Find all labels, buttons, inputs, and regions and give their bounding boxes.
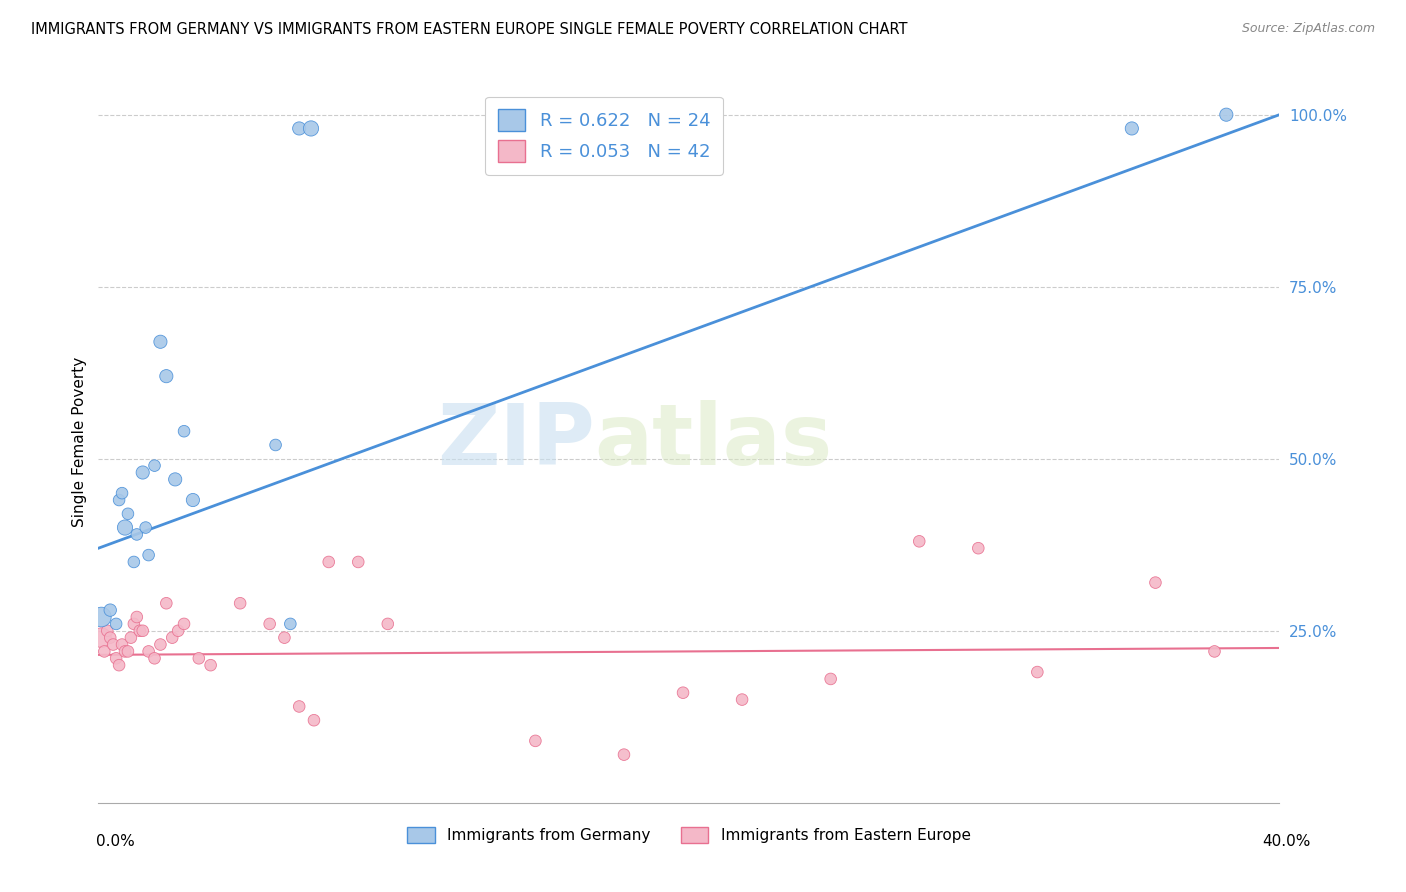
Point	[117, 644, 139, 658]
Point	[820, 672, 842, 686]
Point	[90, 631, 112, 645]
Point	[108, 493, 131, 508]
Point	[125, 610, 148, 624]
Text: Source: ZipAtlas.com: Source: ZipAtlas.com	[1241, 22, 1375, 36]
Legend: R = 0.622   N = 24, R = 0.053   N = 42: R = 0.622 N = 24, R = 0.053 N = 42	[485, 96, 723, 175]
Point	[299, 121, 322, 136]
Point	[229, 596, 252, 610]
Point	[302, 713, 325, 727]
Point	[105, 651, 128, 665]
Text: ZIP: ZIP	[437, 400, 595, 483]
Text: atlas: atlas	[595, 400, 832, 483]
Point	[259, 616, 281, 631]
Point	[967, 541, 990, 556]
Point	[524, 734, 547, 748]
Point	[187, 651, 209, 665]
Point	[318, 555, 340, 569]
Point	[1215, 108, 1237, 122]
Point	[143, 458, 166, 473]
Point	[613, 747, 636, 762]
Y-axis label: Single Female Poverty: Single Female Poverty	[72, 357, 87, 526]
Point	[280, 616, 302, 631]
Point	[96, 624, 118, 638]
Point	[1121, 121, 1143, 136]
Point	[731, 692, 754, 706]
Point	[155, 596, 177, 610]
Point	[125, 527, 148, 541]
Point	[122, 555, 145, 569]
Point	[138, 644, 160, 658]
Point	[103, 638, 125, 652]
Text: IMMIGRANTS FROM GERMANY VS IMMIGRANTS FROM EASTERN EUROPE SINGLE FEMALE POVERTY : IMMIGRANTS FROM GERMANY VS IMMIGRANTS FR…	[31, 22, 907, 37]
Point	[143, 651, 166, 665]
Point	[111, 638, 134, 652]
Point	[122, 616, 145, 631]
Point	[347, 555, 370, 569]
Point	[117, 507, 139, 521]
Point	[155, 369, 177, 384]
Point	[132, 624, 155, 638]
Point	[149, 638, 172, 652]
Point	[1144, 575, 1167, 590]
Point	[111, 486, 134, 500]
Point	[377, 616, 399, 631]
Point	[288, 699, 311, 714]
Point	[90, 610, 112, 624]
Point	[114, 644, 136, 658]
Point	[162, 631, 183, 645]
Point	[288, 121, 311, 136]
Point	[200, 658, 222, 673]
Point	[98, 603, 121, 617]
Point	[273, 631, 295, 645]
Text: 0.0%: 0.0%	[96, 834, 135, 848]
Point	[173, 424, 195, 438]
Point	[98, 631, 121, 645]
Point	[1204, 644, 1226, 658]
Point	[120, 631, 142, 645]
Point	[149, 334, 172, 349]
Point	[167, 624, 190, 638]
Point	[181, 493, 204, 508]
Point	[264, 438, 287, 452]
Point	[138, 548, 160, 562]
Point	[114, 520, 136, 534]
Point	[128, 624, 150, 638]
Point	[105, 616, 128, 631]
Text: 40.0%: 40.0%	[1263, 834, 1310, 848]
Point	[108, 658, 131, 673]
Point	[132, 466, 155, 480]
Point	[93, 644, 115, 658]
Point	[135, 520, 157, 534]
Point	[173, 616, 195, 631]
Point	[1026, 665, 1049, 679]
Point	[672, 686, 695, 700]
Point	[908, 534, 931, 549]
Point	[165, 472, 187, 486]
